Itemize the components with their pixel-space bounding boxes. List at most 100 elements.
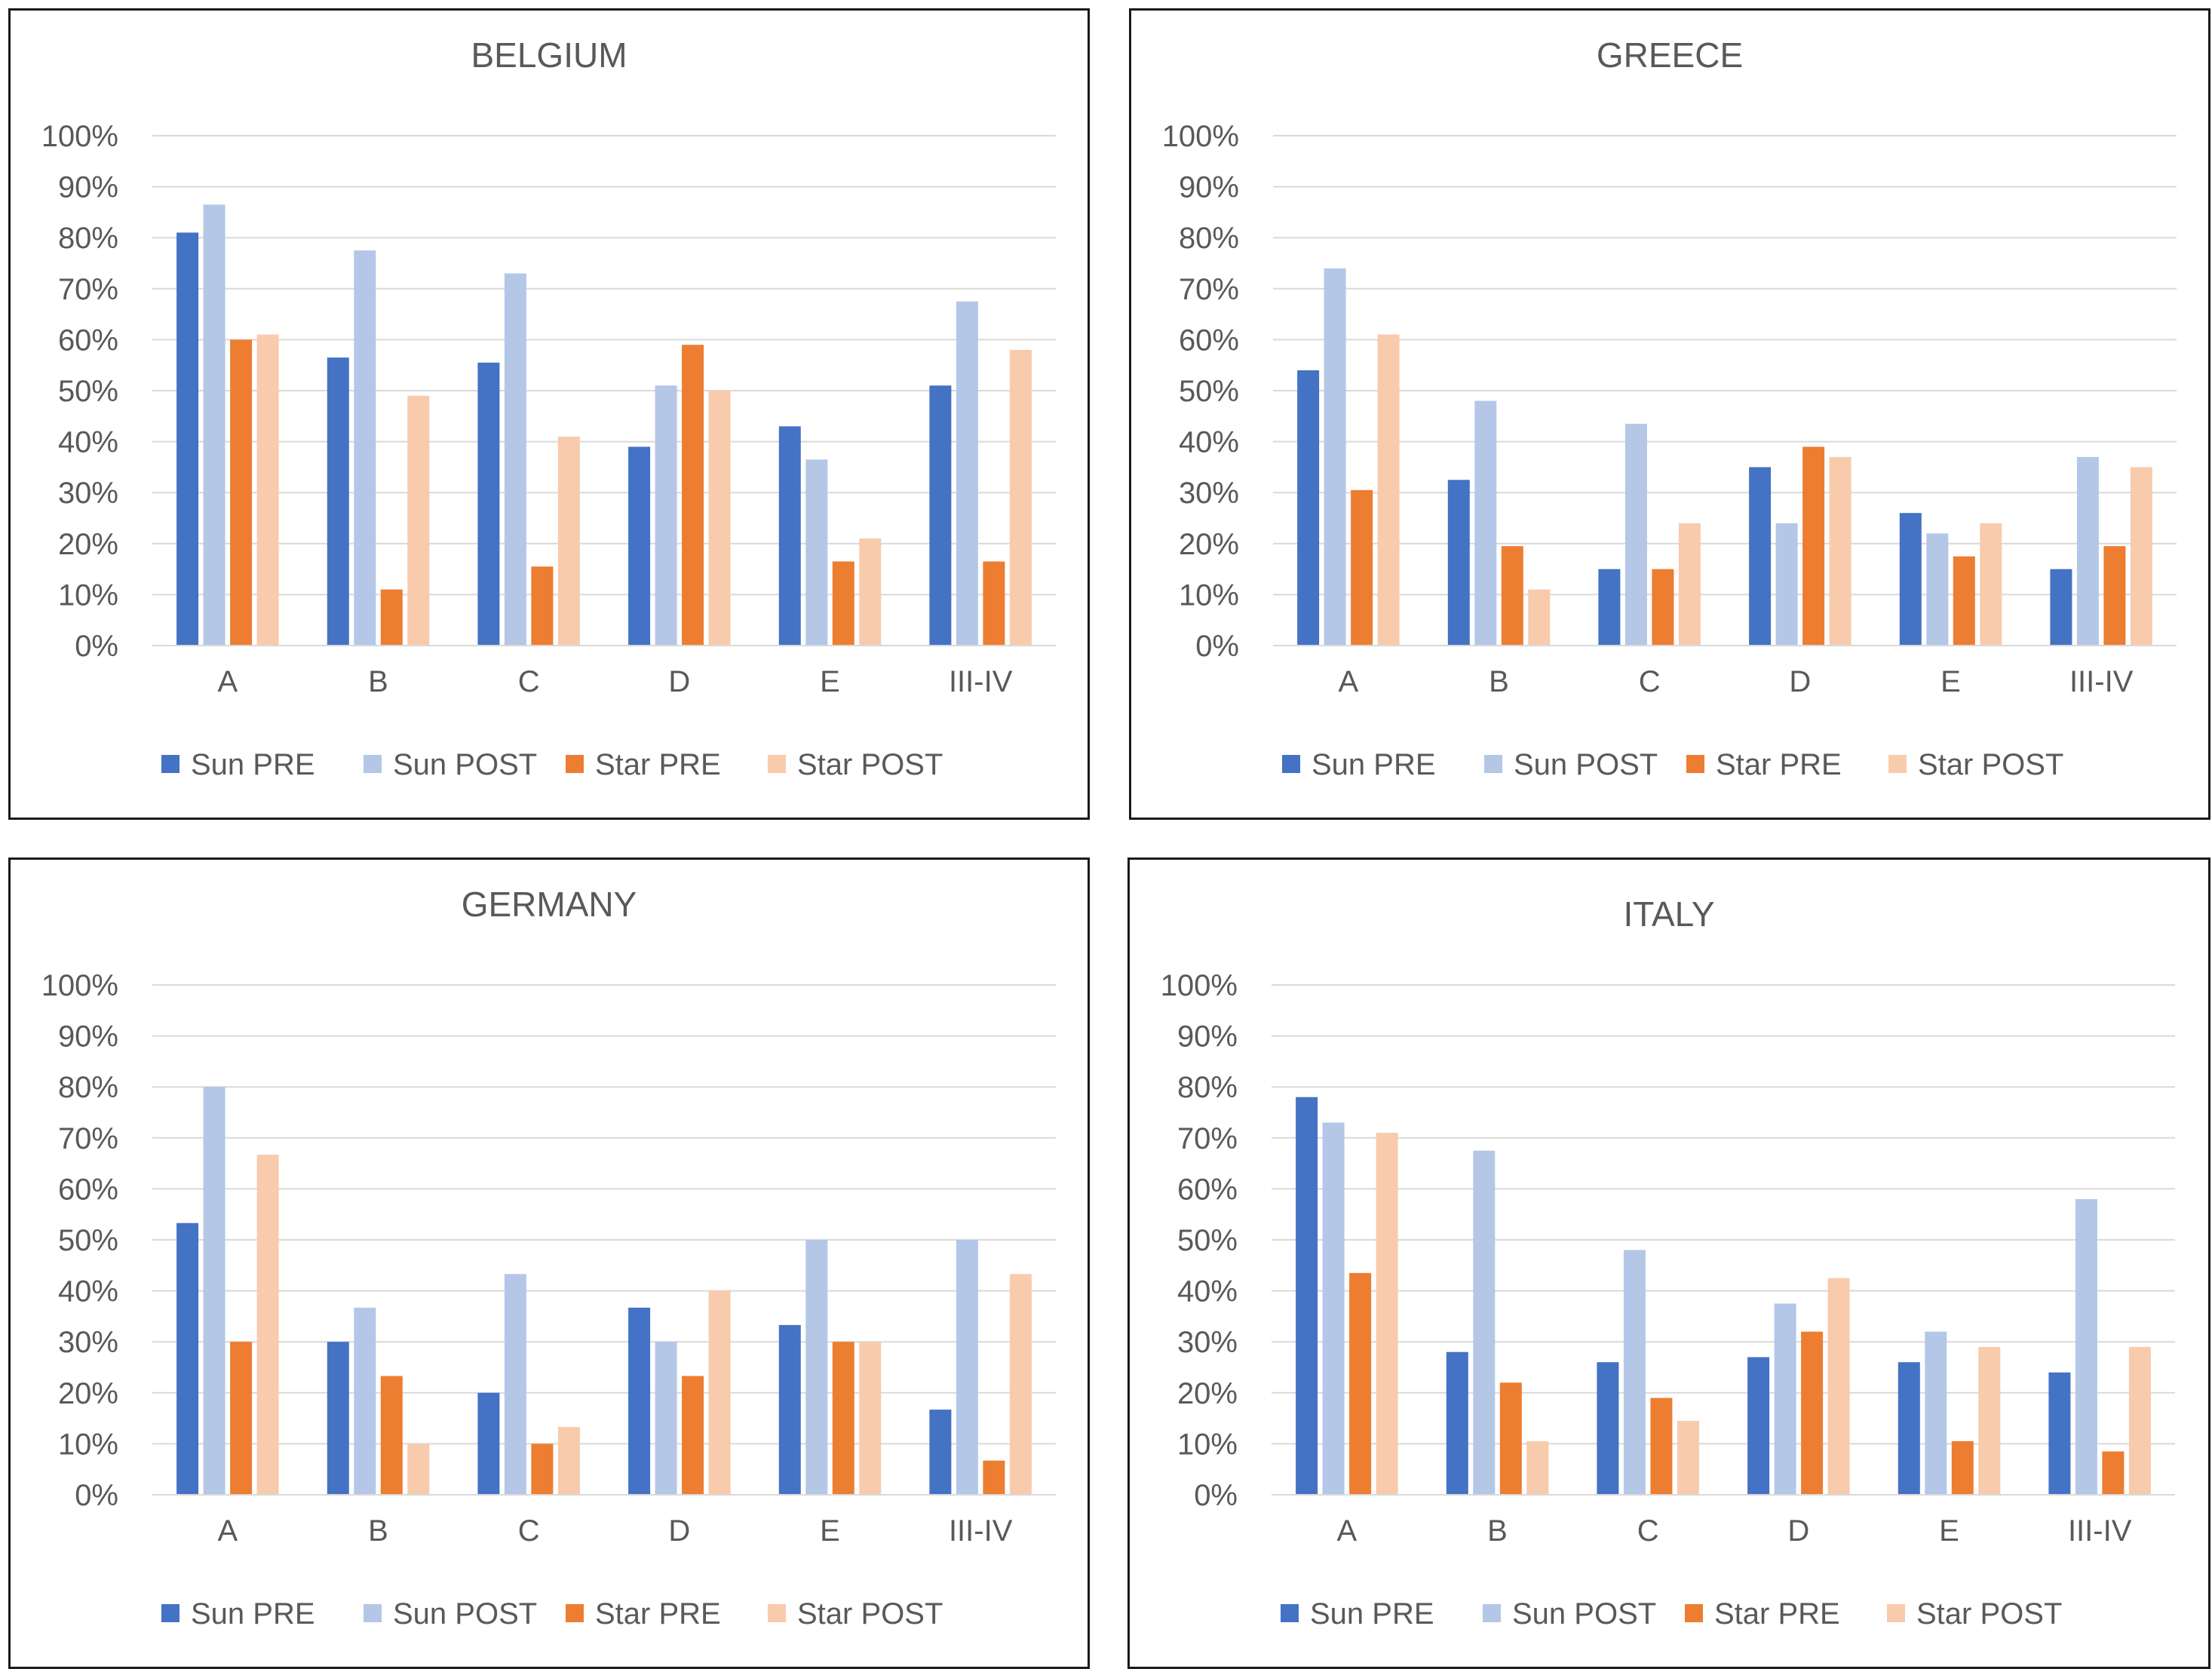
bar-star-pre-b — [1499, 1382, 1522, 1495]
y-tick-label: 0% — [75, 630, 118, 663]
bar-star-pre-d — [1801, 1331, 1824, 1495]
y-tick-label: 80% — [58, 1071, 118, 1104]
legend-label-star-pre: Star PRE — [1716, 748, 1842, 781]
x-tick-label: III-IV — [2068, 1514, 2132, 1548]
bar-star-pre-b — [380, 589, 403, 646]
bar-star-pre-c — [531, 566, 554, 646]
bar-star-pre-d — [682, 345, 704, 646]
y-tick-label: 90% — [1179, 171, 1239, 204]
bar-sun-pre-e — [778, 1324, 801, 1495]
bar-sun-post-iii-iv — [2076, 456, 2099, 646]
y-tick-label: 30% — [58, 477, 118, 510]
bar-sun-post-e — [1926, 533, 1949, 646]
legend-swatch-star-post — [1887, 1604, 1905, 1622]
legend-swatch-star-pre — [566, 1604, 584, 1622]
chart-title: GERMANY — [462, 885, 637, 924]
x-tick-label: E — [820, 1514, 840, 1548]
chart-panel-germany: GERMANY 0% 10% 20% 30% 40% 50% 60% 70% 80% 90% 100%… — [8, 857, 1090, 1669]
legend-label-sun-pre: Sun PRE — [191, 748, 315, 781]
bar-star-post-c — [557, 436, 580, 646]
y-tick-label: 30% — [58, 1326, 118, 1359]
bar-sun-post-a — [1322, 1122, 1345, 1495]
x-tick-label: III-IV — [2069, 665, 2134, 698]
chart-panel-italy: ITALY 0% 10% 20% 30% 40% 50% 60% 70% 80% 90% 100% A B… — [1127, 857, 2210, 1669]
y-tick-label: 80% — [1177, 1071, 1238, 1104]
y-tick-label: 50% — [1177, 1224, 1238, 1257]
y-tick-label: 80% — [58, 222, 118, 255]
bar-sun-post-e — [805, 1240, 828, 1495]
bar-star-pre-d — [1802, 446, 1825, 646]
bar-star-pre-iii-iv — [2103, 546, 2126, 646]
bar-star-post-d — [1829, 456, 1852, 646]
bar-sun-post-iii-iv — [2075, 1198, 2097, 1495]
bar-star-post-b — [1528, 589, 1551, 646]
bar-sun-post-d — [1774, 1303, 1796, 1495]
bar-sun-post-b — [1473, 1150, 1496, 1495]
bar-star-pre-c — [1652, 569, 1674, 646]
bar-sun-post-b — [354, 250, 376, 646]
legend-swatch-sun-pre — [161, 1604, 179, 1622]
y-tick-label: 40% — [1177, 1275, 1238, 1308]
bar-star-pre-e — [832, 561, 854, 646]
bar-star-post-iii-iv — [1009, 1274, 1032, 1495]
bar-star-pre-d — [682, 1376, 704, 1495]
legend-swatch-sun-pre — [1281, 1604, 1299, 1622]
bar-star-post-iii-iv — [1009, 349, 1032, 646]
bar-star-post-e — [1978, 1347, 2001, 1495]
y-tick-label: 10% — [1177, 1428, 1238, 1461]
x-tick-label: B — [1489, 665, 1509, 698]
chart-panel-greece: GREECE 0% 10% 20% 30% 40% 50% 60% 70% 80% 90% 100% A… — [1129, 8, 2210, 820]
bar-star-post-a — [1376, 1133, 1398, 1495]
y-tick-label: 10% — [1179, 578, 1239, 612]
y-tick-label: 20% — [58, 528, 118, 561]
bar-sun-post-e — [805, 459, 828, 646]
legend-label-star-post: Star POST — [1916, 1597, 2062, 1631]
x-tick-label: B — [368, 665, 388, 698]
y-tick-label: 80% — [1179, 222, 1239, 255]
bar-sun-pre-a — [1296, 1097, 1318, 1495]
x-tick-label: III-IV — [949, 1514, 1013, 1548]
y-tick-label: 40% — [58, 1275, 118, 1308]
x-tick-label: A — [217, 1514, 238, 1548]
bar-star-post-b — [407, 395, 430, 646]
x-tick-label: D — [1789, 665, 1811, 698]
bar-star-pre-iii-iv — [983, 561, 1005, 646]
bar-star-post-c — [557, 1427, 580, 1495]
bar-star-pre-c — [1650, 1397, 1673, 1495]
bar-sun-pre-iii-iv — [2050, 569, 2072, 646]
y-tick-label: 40% — [1179, 426, 1239, 459]
bar-sun-post-a — [203, 1087, 225, 1495]
bar-sun-post-b — [354, 1307, 376, 1495]
legend-label-sun-post: Sun POST — [393, 748, 537, 781]
legend-swatch-sun-pre — [1282, 755, 1300, 773]
bar-sun-post-d — [655, 1342, 677, 1495]
x-tick-label: D — [668, 665, 690, 698]
y-tick-label: 90% — [58, 171, 118, 204]
bar-star-pre-a — [230, 339, 253, 646]
bar-sun-pre-e — [1898, 1362, 1920, 1495]
legend-label-sun-post: Sun POST — [1512, 1597, 1656, 1631]
legend-label-star-post: Star POST — [1918, 748, 2063, 781]
legend-swatch-star-post — [1888, 755, 1907, 773]
chart-svg: GREECE 0% 10% 20% 30% 40% 50% 60% 70% 80% 90% 100% A… — [1162, 35, 2177, 781]
legend-swatch-star-post — [768, 755, 786, 773]
x-tick-label: C — [1639, 665, 1661, 698]
legend-label-star-post: Star POST — [797, 1597, 943, 1631]
y-tick-label: 0% — [1194, 1479, 1238, 1512]
bar-sun-pre-d — [628, 446, 651, 646]
y-tick-label: 50% — [58, 1224, 118, 1257]
y-tick-label: 70% — [58, 273, 118, 306]
bar-star-pre-e — [1953, 556, 1975, 646]
legend-swatch-star-pre — [566, 755, 584, 773]
y-tick-label: 100% — [1161, 969, 1238, 1002]
bar-sun-post-iii-iv — [956, 301, 978, 646]
legend-swatch-star-post — [768, 1604, 786, 1622]
y-tick-label: 20% — [1179, 528, 1239, 561]
x-tick-label: B — [1487, 1514, 1508, 1548]
bar-star-post-iii-iv — [2128, 1347, 2151, 1495]
bar-sun-pre-a — [176, 1223, 199, 1495]
x-tick-label: A — [1338, 665, 1358, 698]
x-tick-label: C — [518, 1514, 540, 1548]
x-tick-label: A — [217, 665, 238, 698]
bar-sun-pre-iii-iv — [929, 1410, 952, 1495]
